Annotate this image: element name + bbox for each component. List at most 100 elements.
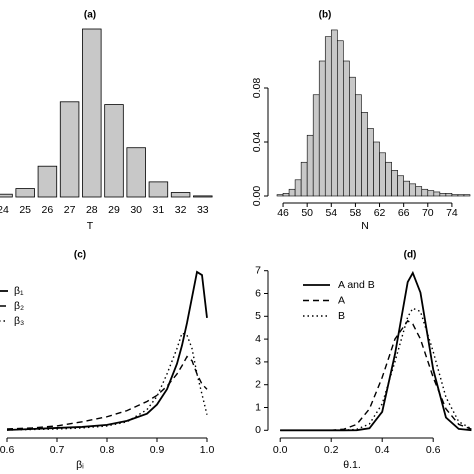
histogram-bar <box>318 60 326 197</box>
histogram-bar <box>300 161 308 197</box>
histogram-bar <box>337 40 344 197</box>
x-tick-label: 50 <box>301 207 313 219</box>
y-tick-label: 6 <box>255 287 261 299</box>
histogram-bar <box>403 180 410 197</box>
histogram-bar <box>391 170 398 197</box>
series-line <box>6 332 208 431</box>
histogram-bar <box>463 194 471 197</box>
histogram-bar <box>312 94 320 197</box>
x-tick-label: 0.9 <box>150 444 165 456</box>
histogram-bar <box>451 194 459 197</box>
y-tick-label: 5 <box>255 310 261 322</box>
x-tick-label: 25 <box>19 204 31 216</box>
histogram-bar <box>367 128 374 197</box>
x-axis-label: θ.1. <box>343 459 361 471</box>
legend-label: A <box>338 294 345 306</box>
x-tick-label: 28 <box>86 204 98 216</box>
histogram-bar <box>433 191 441 197</box>
x-axis-label: βᵢ <box>76 459 84 471</box>
x-tick-label: 58 <box>350 207 362 219</box>
x-tick-label: 0.8 <box>100 444 115 456</box>
bar <box>170 192 191 198</box>
x-tick-label: 32 <box>175 204 187 216</box>
y-tick-label: 0.08 <box>251 78 263 99</box>
y-tick-label: 0.04 <box>251 132 263 153</box>
histogram-bar <box>397 175 404 197</box>
y-tick-label: 3 <box>255 356 261 368</box>
x-tick-label: 31 <box>153 204 165 216</box>
x-tick-label: 26 <box>42 204 54 216</box>
histogram-bar <box>355 94 362 197</box>
x-tick-label: 0.6 <box>0 444 14 456</box>
x-tick-label: 62 <box>374 207 386 219</box>
histogram-bar <box>349 76 356 197</box>
x-tick-label: 27 <box>64 204 76 216</box>
x-tick-label: 46 <box>277 207 289 219</box>
histogram-bar <box>439 193 447 197</box>
y-tick-label: 7 <box>255 264 261 276</box>
x-tick-label: 24 <box>0 204 9 216</box>
series-line <box>280 307 472 431</box>
histogram-bar <box>415 186 423 197</box>
x-tick-label: 30 <box>130 204 142 216</box>
panel-title: (c) <box>74 250 86 261</box>
series-line <box>6 355 208 430</box>
x-axis-label: T <box>87 220 94 232</box>
bar <box>104 104 124 198</box>
y-tick-label: 2 <box>255 378 261 390</box>
bar <box>126 147 146 198</box>
x-tick-label: 33 <box>197 204 209 216</box>
histogram-bar <box>379 152 386 197</box>
histogram-bar <box>385 161 392 197</box>
bar <box>0 193 13 198</box>
histogram-bar <box>421 188 429 197</box>
histogram-bar <box>445 193 453 197</box>
histogram-bar <box>306 134 314 197</box>
x-tick-label: 70 <box>422 207 434 219</box>
x-tick-label: 0.0 <box>273 444 288 456</box>
x-tick-label: 1.0 <box>200 444 215 456</box>
legend-label: B <box>338 310 345 322</box>
panel-title: (b) <box>319 10 332 21</box>
histogram-bar <box>276 194 284 197</box>
bar <box>15 188 35 198</box>
y-tick-label: 1 <box>255 401 261 413</box>
x-tick-label: 29 <box>108 204 120 216</box>
histogram-bar <box>409 183 417 197</box>
panel-title: (a) <box>84 10 96 21</box>
histogram-bar <box>373 141 380 197</box>
x-tick-label: 0.4 <box>375 444 390 456</box>
bar <box>193 195 213 198</box>
bar <box>148 181 169 198</box>
histogram-bar <box>324 36 332 197</box>
histogram-bar <box>330 29 338 197</box>
y-tick-label: 4 <box>255 333 261 345</box>
series-line <box>280 319 472 431</box>
x-tick-label: 0.6 <box>426 444 441 456</box>
x-tick-label: 0.7 <box>50 444 65 456</box>
histogram-bar <box>282 193 290 197</box>
histogram-bar <box>294 179 302 197</box>
series-line <box>6 270 208 431</box>
y-tick-label: 0.00 <box>251 186 263 207</box>
histogram-bar <box>427 190 435 197</box>
histogram-bar <box>288 188 296 197</box>
histogram-bar <box>457 194 465 197</box>
x-tick-label: 74 <box>446 207 458 219</box>
legend-label: β₃ <box>14 315 24 327</box>
x-axis-label: N <box>361 220 369 232</box>
histogram-bar <box>361 112 368 197</box>
bar <box>59 101 80 198</box>
x-tick-label: 66 <box>398 207 410 219</box>
x-tick-label: 54 <box>325 207 337 219</box>
legend-label: β₂ <box>14 300 24 312</box>
x-tick-label: 0.2 <box>324 444 339 456</box>
bar <box>82 28 102 198</box>
histogram-bar <box>343 60 350 197</box>
legend-label: β₁ <box>14 285 24 297</box>
series-line <box>280 270 472 432</box>
bar <box>37 165 58 198</box>
y-tick-label: 0 <box>255 424 261 436</box>
panel-title: (d) <box>404 250 417 261</box>
